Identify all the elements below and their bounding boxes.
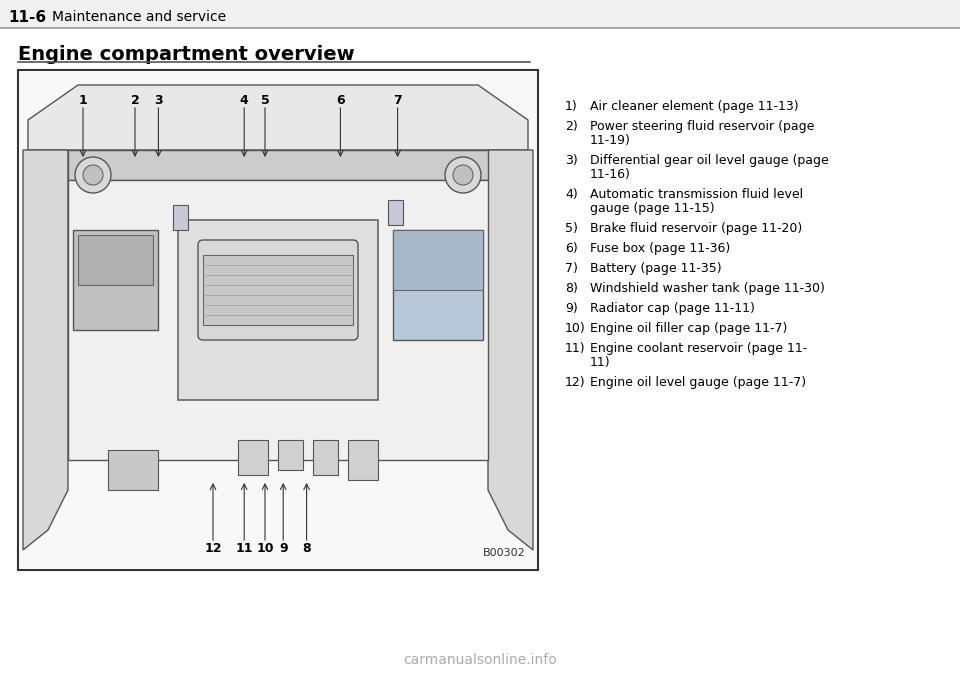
Text: 1): 1) [565,100,578,113]
Bar [173,205,188,230]
Text: 10: 10 [256,542,274,555]
Text: B00302: B00302 [483,548,526,558]
Text: Automatic transmission fluid level: Automatic transmission fluid level [590,188,804,201]
Text: 9: 9 [279,542,287,555]
Text: 1: 1 [79,94,87,106]
Circle shape [453,165,473,185]
Polygon shape [28,85,528,150]
Text: 12: 12 [204,542,222,555]
Text: 6): 6) [565,242,578,255]
Bar [278,440,303,470]
Bar [73,230,158,330]
Text: 3: 3 [155,94,162,106]
Bar [348,440,378,480]
Bar [238,440,268,475]
Text: Radiator cap (page 11-11): Radiator cap (page 11-11) [590,302,755,315]
Bar [68,150,488,180]
Text: Windshield washer tank (page 11-30): Windshield washer tank (page 11-30) [590,282,825,295]
Bar [108,450,158,490]
Bar [178,220,378,400]
Text: 5): 5) [565,222,578,235]
Text: 9): 9) [565,302,578,315]
Text: 10): 10) [565,322,586,335]
Bar [78,235,153,285]
Polygon shape [23,150,68,550]
Bar [393,230,483,290]
Bar [388,200,403,225]
Text: Engine oil level gauge (page 11-7): Engine oil level gauge (page 11-7) [590,376,806,389]
Text: 3): 3) [565,154,578,167]
Bar [18,70,538,570]
Bar [0,0,960,28]
Bar [68,180,488,460]
Text: Engine oil filler cap (page 11-7): Engine oil filler cap (page 11-7) [590,322,787,335]
Text: 7): 7) [565,262,578,275]
Bar [393,230,483,340]
Text: 7: 7 [394,94,402,106]
Text: 4: 4 [240,94,249,106]
Text: 11-19): 11-19) [590,134,631,147]
Text: 6: 6 [336,94,345,106]
Text: carmanualsonline.info: carmanualsonline.info [403,653,557,667]
FancyBboxPatch shape [198,240,358,340]
Text: Engine coolant reservoir (page 11-: Engine coolant reservoir (page 11- [590,342,807,355]
Bar [203,255,353,325]
Text: Brake fluid reservoir (page 11-20): Brake fluid reservoir (page 11-20) [590,222,803,235]
Text: 11-16): 11-16) [590,168,631,181]
Text: Air cleaner element (page 11-13): Air cleaner element (page 11-13) [590,100,799,113]
Polygon shape [488,150,533,550]
Text: Battery (page 11-35): Battery (page 11-35) [590,262,722,275]
Bar [20,72,536,568]
Text: 8: 8 [302,542,311,555]
Text: 11: 11 [235,542,252,555]
Text: 12): 12) [565,376,586,389]
Bar [313,440,338,475]
Text: 11): 11) [565,342,586,355]
Text: 11-6: 11-6 [8,9,46,24]
Text: 8): 8) [565,282,578,295]
Text: gauge (page 11-15): gauge (page 11-15) [590,202,714,215]
Text: Maintenance and service: Maintenance and service [52,10,227,24]
Circle shape [75,157,111,193]
Circle shape [83,165,103,185]
Circle shape [445,157,481,193]
Text: 4): 4) [565,188,578,201]
Text: 2): 2) [565,120,578,133]
Text: 5: 5 [260,94,270,106]
Text: Differential gear oil level gauge (page: Differential gear oil level gauge (page [590,154,828,167]
Text: Power steering fluid reservoir (page: Power steering fluid reservoir (page [590,120,814,133]
Text: Engine compartment overview: Engine compartment overview [18,45,354,64]
Text: Fuse box (page 11-36): Fuse box (page 11-36) [590,242,731,255]
Text: 2: 2 [131,94,139,106]
Text: 11): 11) [590,356,611,369]
